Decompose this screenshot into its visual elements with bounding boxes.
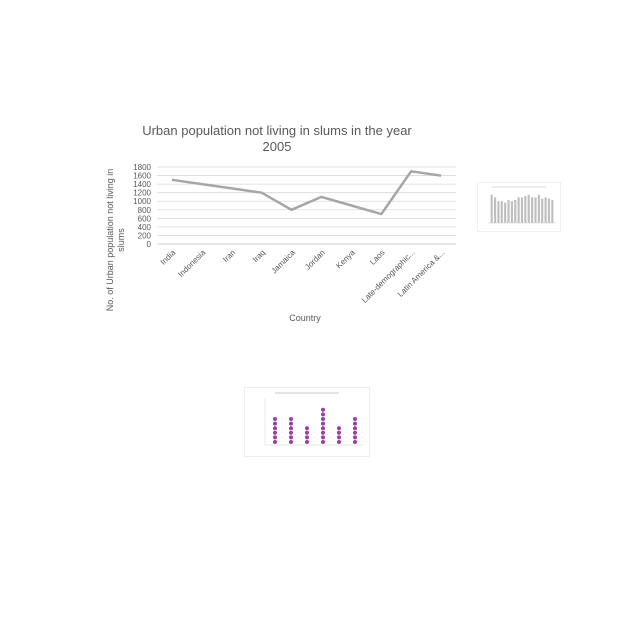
thumb-dot — [353, 426, 357, 431]
thumb-bar — [507, 199, 510, 223]
thumb-bar — [527, 194, 530, 223]
x-tick-label: Jordan — [303, 248, 327, 272]
thumb-bar — [531, 197, 534, 223]
thumb-dot — [289, 430, 293, 435]
thumb-dot — [289, 435, 293, 440]
x-tick-label: Kenya — [334, 248, 357, 271]
x-tick-label: Laos — [368, 248, 387, 267]
thumb-bar — [547, 198, 551, 223]
thumb-dot-marks — [273, 407, 357, 444]
thumb-bar — [534, 197, 537, 223]
thumb-bar — [537, 194, 540, 223]
thumb-dot — [273, 426, 277, 431]
x-tick-label: Late-demographic... — [360, 248, 417, 305]
dot-plot-thumbnail[interactable] — [245, 388, 369, 456]
thumb-dot — [337, 435, 341, 440]
thumb-bar — [517, 197, 520, 223]
x-tick-label: India — [159, 248, 178, 267]
chart-title-line-1: Urban population not living in slums in … — [142, 123, 412, 138]
thumb-dot — [289, 440, 293, 444]
thumb-dot — [337, 426, 341, 431]
series-line — [171, 170, 442, 216]
thumb-dot — [353, 435, 357, 440]
thumb-bar — [551, 199, 554, 223]
x-tick-label: Iran — [221, 248, 237, 264]
thumb-dot — [337, 440, 341, 444]
thumb-dot — [353, 417, 357, 421]
thumb-bar — [504, 202, 507, 223]
thumb-dot — [337, 430, 341, 435]
thumb-dot — [305, 430, 309, 435]
thumb-bar — [520, 197, 524, 223]
x-tick-label: Jamaica — [270, 248, 298, 276]
thumb-dot — [305, 440, 309, 444]
thumb-dot — [353, 430, 357, 435]
gridlines — [157, 166, 456, 236]
y-tick-label: 800 — [138, 206, 152, 215]
thumb-dot — [273, 421, 277, 426]
thumb-dot — [305, 435, 309, 440]
thumb-dot — [321, 412, 325, 417]
y-tick-label: 0 — [147, 240, 152, 249]
thumb-dot — [321, 430, 325, 435]
thumb-bar-marks — [490, 194, 554, 223]
thumb-dot — [321, 417, 325, 421]
y-tick-label: 1600 — [133, 172, 151, 181]
thumb-dot — [289, 421, 293, 426]
y-axis-title-line-1: No. of Urban population not living in — [105, 169, 115, 312]
thumb-dot — [289, 417, 293, 421]
thumb-dot — [353, 440, 357, 444]
y-tick-label: 1400 — [133, 180, 151, 189]
thumb-dot — [353, 421, 357, 426]
thumb-dot — [305, 426, 309, 431]
y-tick-label: 1000 — [133, 197, 151, 206]
thumb-dot — [273, 435, 277, 440]
y-tick-label: 200 — [138, 231, 152, 240]
bar-chart-thumbnail-svg — [488, 186, 556, 224]
thumb-dot — [321, 407, 325, 412]
dot-plot-thumbnail-svg — [264, 392, 363, 446]
thumb-bar — [497, 201, 500, 223]
y-tick-label: 1800 — [133, 163, 151, 172]
thumb-bar — [524, 196, 527, 223]
thumb-bar — [541, 198, 544, 223]
thumb-bar — [493, 197, 497, 223]
x-tick-label: Iraq — [251, 248, 267, 264]
y-axis-title-line-2: slums — [116, 228, 126, 252]
thumb-dot — [289, 426, 293, 431]
y-tick-label: 1200 — [133, 189, 151, 198]
y-tick-label: 400 — [138, 223, 152, 232]
thumb-dot — [321, 435, 325, 440]
thumb-bar — [490, 194, 493, 223]
chart-title-line-2: 2005 — [263, 139, 292, 154]
bar-chart-thumbnail[interactable] — [478, 183, 560, 231]
thumb-dot — [273, 440, 277, 444]
thumb-dot — [321, 421, 325, 426]
thumb-bar — [510, 201, 513, 223]
x-tick-label: Indonesia — [176, 248, 207, 279]
thumb-bar — [500, 201, 503, 223]
y-tick-label: 600 — [138, 214, 152, 223]
thumb-bar — [544, 197, 547, 223]
thumb-dot — [273, 417, 277, 421]
thumb-dot — [321, 440, 325, 444]
thumb-dot — [273, 430, 277, 435]
x-axis-title: Country — [289, 313, 321, 323]
thumb-dot — [321, 426, 325, 431]
thumb-bar — [514, 199, 517, 223]
